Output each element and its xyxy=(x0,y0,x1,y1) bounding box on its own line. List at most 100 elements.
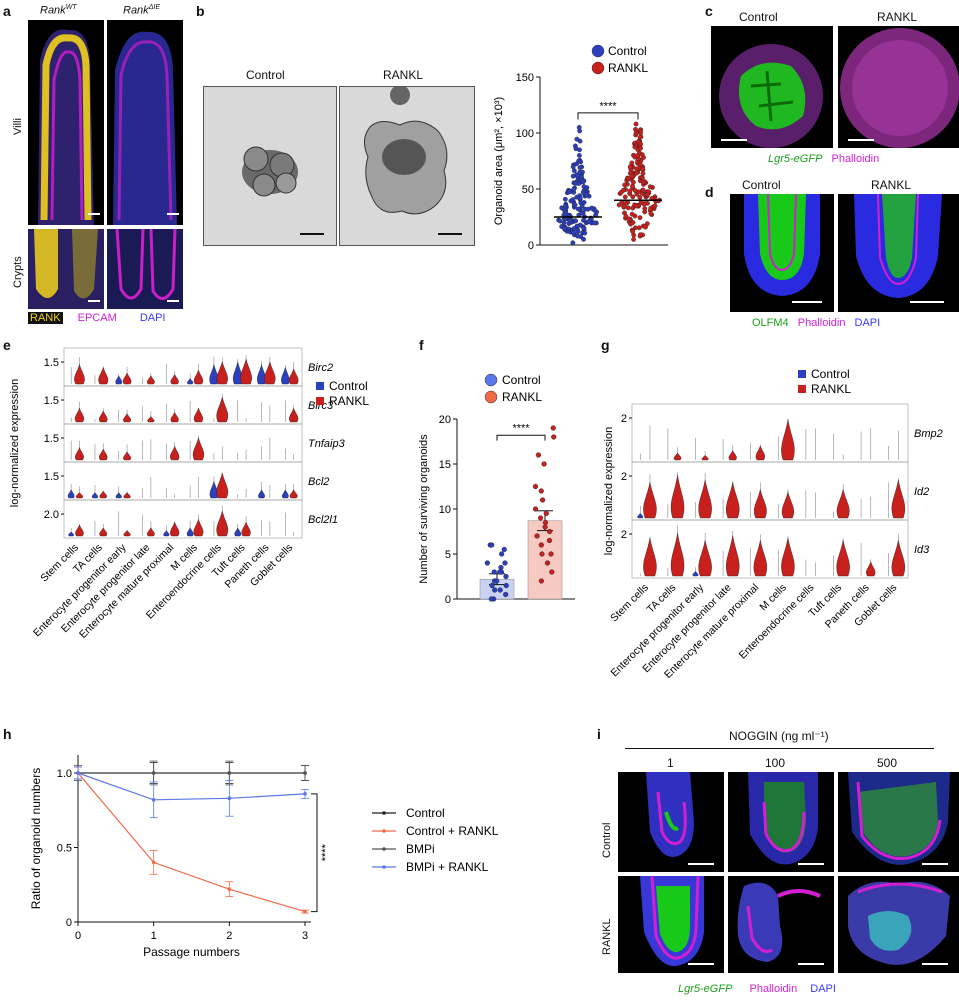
b-point-rankl xyxy=(644,192,650,198)
g-violin-rankl xyxy=(726,535,740,577)
b-legend-swatch-control xyxy=(591,44,605,58)
panel-i-col-label-1: 1 xyxy=(667,756,674,770)
f-legend-label-rankl: RANKL xyxy=(502,390,542,404)
b-point-control xyxy=(561,220,567,226)
h-legend-label-bmpi: BMPi xyxy=(406,842,435,856)
b-point-rankl xyxy=(630,229,636,234)
h-x-tick-label: 3 xyxy=(302,930,308,942)
e-gene-label: Tnfaip3 xyxy=(308,438,346,450)
f-y-tick-label: 15 xyxy=(439,459,451,471)
b-point-rankl xyxy=(648,211,654,217)
legend-epcam: EPCAM xyxy=(77,312,117,324)
e-violin-rankl xyxy=(146,375,155,385)
b-point-control xyxy=(570,173,576,179)
panel-letter-a: a xyxy=(3,3,11,19)
b-point-control xyxy=(576,158,582,164)
f-point-control xyxy=(492,587,498,593)
panel-letter-d: d xyxy=(705,184,714,200)
panel-d-legend: OLFM4 Phalloidin DAPI xyxy=(752,317,880,329)
f-point-control xyxy=(503,582,509,589)
b-point-control xyxy=(582,230,588,236)
panel-b-img-label-control: Control xyxy=(246,68,285,82)
panel-i-legend: Lgr5-eGFP Phalloidin DAPI xyxy=(678,983,836,995)
b-legend-swatch-rankl xyxy=(591,61,605,75)
g-gene-label: Bmp2 xyxy=(914,428,943,440)
panel-letter-f: f xyxy=(419,337,424,353)
f-sig-label: **** xyxy=(512,423,530,435)
panel-b-img-label-rankl: RANKL xyxy=(383,68,424,82)
e-gene-label: Birc3 xyxy=(308,400,334,412)
f-point-control xyxy=(497,569,503,575)
g-violin-rankl xyxy=(891,479,906,519)
b-point-control xyxy=(571,230,576,236)
legend-olfm4: OLFM4 xyxy=(752,317,789,329)
b-point-control xyxy=(570,240,576,246)
e-row-frame xyxy=(63,461,303,501)
g-violin-rankl xyxy=(866,560,876,577)
b-point-rankl xyxy=(639,166,645,172)
e-y-tick-label: 2.0 xyxy=(44,509,59,521)
panel-i-col-label-500: 500 xyxy=(877,756,898,770)
b-y-label: Organoid area (μm², ×10³) xyxy=(493,97,505,225)
h-legend-marker-bmpi-rankl xyxy=(382,865,386,869)
b-point-rankl xyxy=(635,153,641,158)
panel-a-col-label-wt: RankWT xyxy=(40,4,77,17)
e-violin-rankl xyxy=(123,530,131,537)
b-point-control xyxy=(575,229,581,235)
f-point-rankl xyxy=(542,524,548,530)
f-point-rankl xyxy=(540,497,546,503)
f-point-rankl xyxy=(544,560,551,566)
f-point-control xyxy=(488,596,494,602)
b-point-rankl xyxy=(625,176,631,181)
f-y-tick-label: 10 xyxy=(439,504,451,516)
b-point-rankl xyxy=(625,205,631,211)
b-point-control xyxy=(571,186,577,192)
g-y-tick-label: 2 xyxy=(621,413,627,425)
e-violin-control xyxy=(281,489,289,499)
micrograph-a-villi-wt xyxy=(28,20,104,225)
g-violin-rankl xyxy=(781,491,795,519)
e-legend-label-rankl: RANKL xyxy=(329,394,369,408)
f-sig-bracket xyxy=(496,434,546,441)
e-violin-rankl xyxy=(216,361,228,385)
e-violin-rankl xyxy=(170,411,179,423)
micrograph-i-control-1 xyxy=(618,772,724,872)
b-point-rankl xyxy=(639,152,645,158)
e-violin-control xyxy=(115,491,122,499)
b-point-rankl xyxy=(638,130,643,136)
b-point-control xyxy=(577,195,583,201)
chart-b: 0 50 100 150 Organoid area (μm², ×10³) **** Co… xyxy=(493,44,668,252)
b-point-rankl xyxy=(630,205,636,211)
b-point-rankl xyxy=(630,220,636,226)
f-point-rankl xyxy=(539,551,545,557)
micrograph-a-villi-dIE xyxy=(107,20,183,225)
b-point-rankl xyxy=(627,188,633,194)
b-point-control xyxy=(584,192,589,198)
f-point-rankl xyxy=(532,483,539,490)
e-gene-label: Birc2 xyxy=(308,362,333,374)
panel-a-row-label-crypts: Crypts xyxy=(12,256,24,288)
g-y-tick-label: 2 xyxy=(621,529,627,541)
e-violin-rankl xyxy=(193,518,204,537)
f-legend-swatch-rankl xyxy=(484,390,498,404)
b-point-control xyxy=(580,189,586,195)
legend-rank: RANK xyxy=(28,312,63,324)
b-point-control xyxy=(575,233,580,239)
b-point-rankl xyxy=(633,130,639,136)
e-legend-swatch-rankl xyxy=(316,397,324,405)
b-point-rankl xyxy=(636,225,642,231)
b-point-rankl xyxy=(621,203,627,209)
chart-e: log-normalized expression 1.5 Birc2 1.5 Birc… xyxy=(9,347,369,641)
e-violin-rankl xyxy=(122,372,132,385)
b-point-rankl xyxy=(632,144,638,150)
e-violin-control xyxy=(209,364,219,385)
e-violin-rankl xyxy=(192,437,205,461)
b-point-control xyxy=(572,202,578,208)
e-violin-control xyxy=(115,375,123,385)
b-point-control xyxy=(562,196,568,202)
b-point-rankl xyxy=(640,171,646,176)
g-legend-swatch-control xyxy=(798,370,806,378)
g-violin-rankl xyxy=(670,532,685,577)
b-point-rankl xyxy=(637,195,643,200)
b-point-control xyxy=(563,211,569,217)
